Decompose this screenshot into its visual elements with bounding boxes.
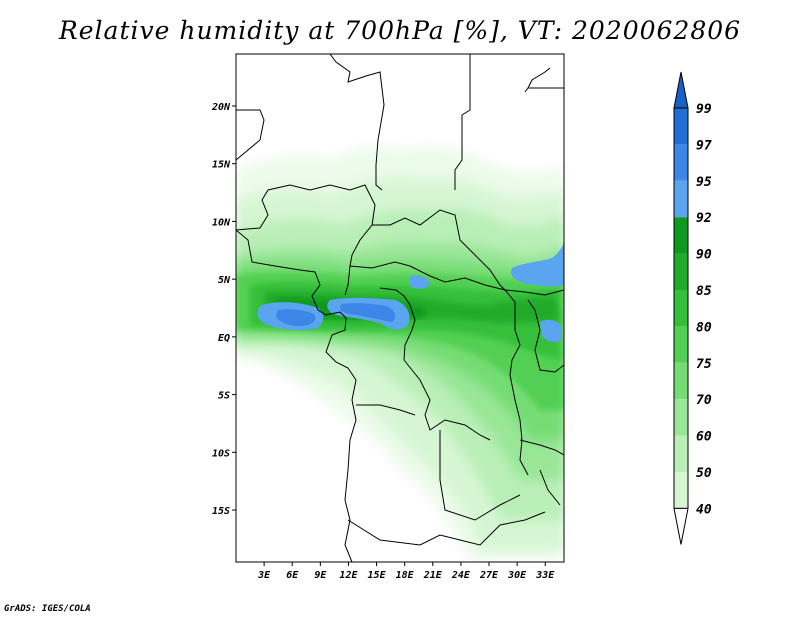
colorbar-label: 97 <box>696 138 712 153</box>
colorbar-label: 92 <box>696 211 712 226</box>
colorbar-swatch <box>674 108 688 145</box>
colorbar-swatch <box>674 472 688 509</box>
colorbar-label: 70 <box>696 393 712 408</box>
lon-tick-label: 15E <box>368 570 387 581</box>
colorbar-swatch <box>674 290 688 327</box>
lon-tick-label: 27E <box>479 570 499 581</box>
country-borders <box>236 54 564 562</box>
colorbar-label: 60 <box>696 430 712 445</box>
grads-credit: GrADS: IGES/COLA <box>4 604 91 614</box>
lon-tick-label: 6E <box>286 570 299 581</box>
colorbar-swatch <box>674 362 688 400</box>
colorbar-top-arrow <box>673 71 689 109</box>
lat-tick-label: EQ <box>218 333 230 344</box>
lon-tick-label: 18E <box>396 570 415 581</box>
colorbar-label: 90 <box>696 248 712 263</box>
colorbar-swatch <box>674 217 688 254</box>
lon-tick-label: 9E <box>314 570 327 581</box>
lon-tick-label: 33E <box>535 570 555 581</box>
colorbar: 99 97 95 92 90 85 80 75 70 60 50 40 <box>673 71 712 545</box>
colorbar-swatch <box>674 180 688 218</box>
latitude-axis: 20N 15N 10N 5N EQ 5S 10S 15S <box>211 102 236 517</box>
humidity-area-95-east <box>510 240 564 287</box>
lat-tick-label: 20N <box>211 102 231 113</box>
colorbar-label: 50 <box>696 466 712 481</box>
colorbar-swatch <box>674 435 688 472</box>
lat-tick-label: 5S <box>218 391 230 402</box>
lat-tick-label: 15S <box>212 506 230 517</box>
colorbar-label: 95 <box>696 175 712 190</box>
colorbar-bottom-arrow <box>673 507 689 545</box>
lat-tick-label: 5N <box>218 275 231 286</box>
lon-tick-label: 12E <box>339 570 358 581</box>
colorbar-label: 85 <box>696 284 712 299</box>
humidity-area-95-north <box>410 275 430 289</box>
longitude-axis: 3E 6E 9E 12E 15E 18E 21E 24E 27E 30E 33E <box>257 562 555 581</box>
lon-tick-label: 3E <box>257 570 271 581</box>
map-title: Relative humidity at 700hPa [%], VT: 202… <box>58 16 742 45</box>
colorbar-swatch <box>674 399 688 436</box>
colorbar-label: 40 <box>696 502 712 517</box>
humidity-area-97-central <box>340 303 396 322</box>
humidity-area-97-west <box>276 309 316 326</box>
lat-tick-label: 15N <box>212 160 231 171</box>
lat-tick-label: 10N <box>212 217 231 228</box>
colorbar-label: 80 <box>696 320 712 335</box>
colorbar-swatch <box>674 326 688 363</box>
humidity-field <box>236 145 564 561</box>
lon-tick-label: 24E <box>451 570 471 581</box>
colorbar-label: 75 <box>696 357 712 372</box>
map-frame <box>235 53 565 563</box>
humidity-area-95-lakes <box>540 319 562 343</box>
colorbar-swatch <box>674 253 688 290</box>
lon-tick-label: 21E <box>423 570 443 581</box>
lon-tick-label: 30E <box>507 570 527 581</box>
lat-tick-label: 10S <box>212 448 230 459</box>
colorbar-swatch <box>674 144 688 181</box>
colorbar-label: 99 <box>696 102 712 117</box>
